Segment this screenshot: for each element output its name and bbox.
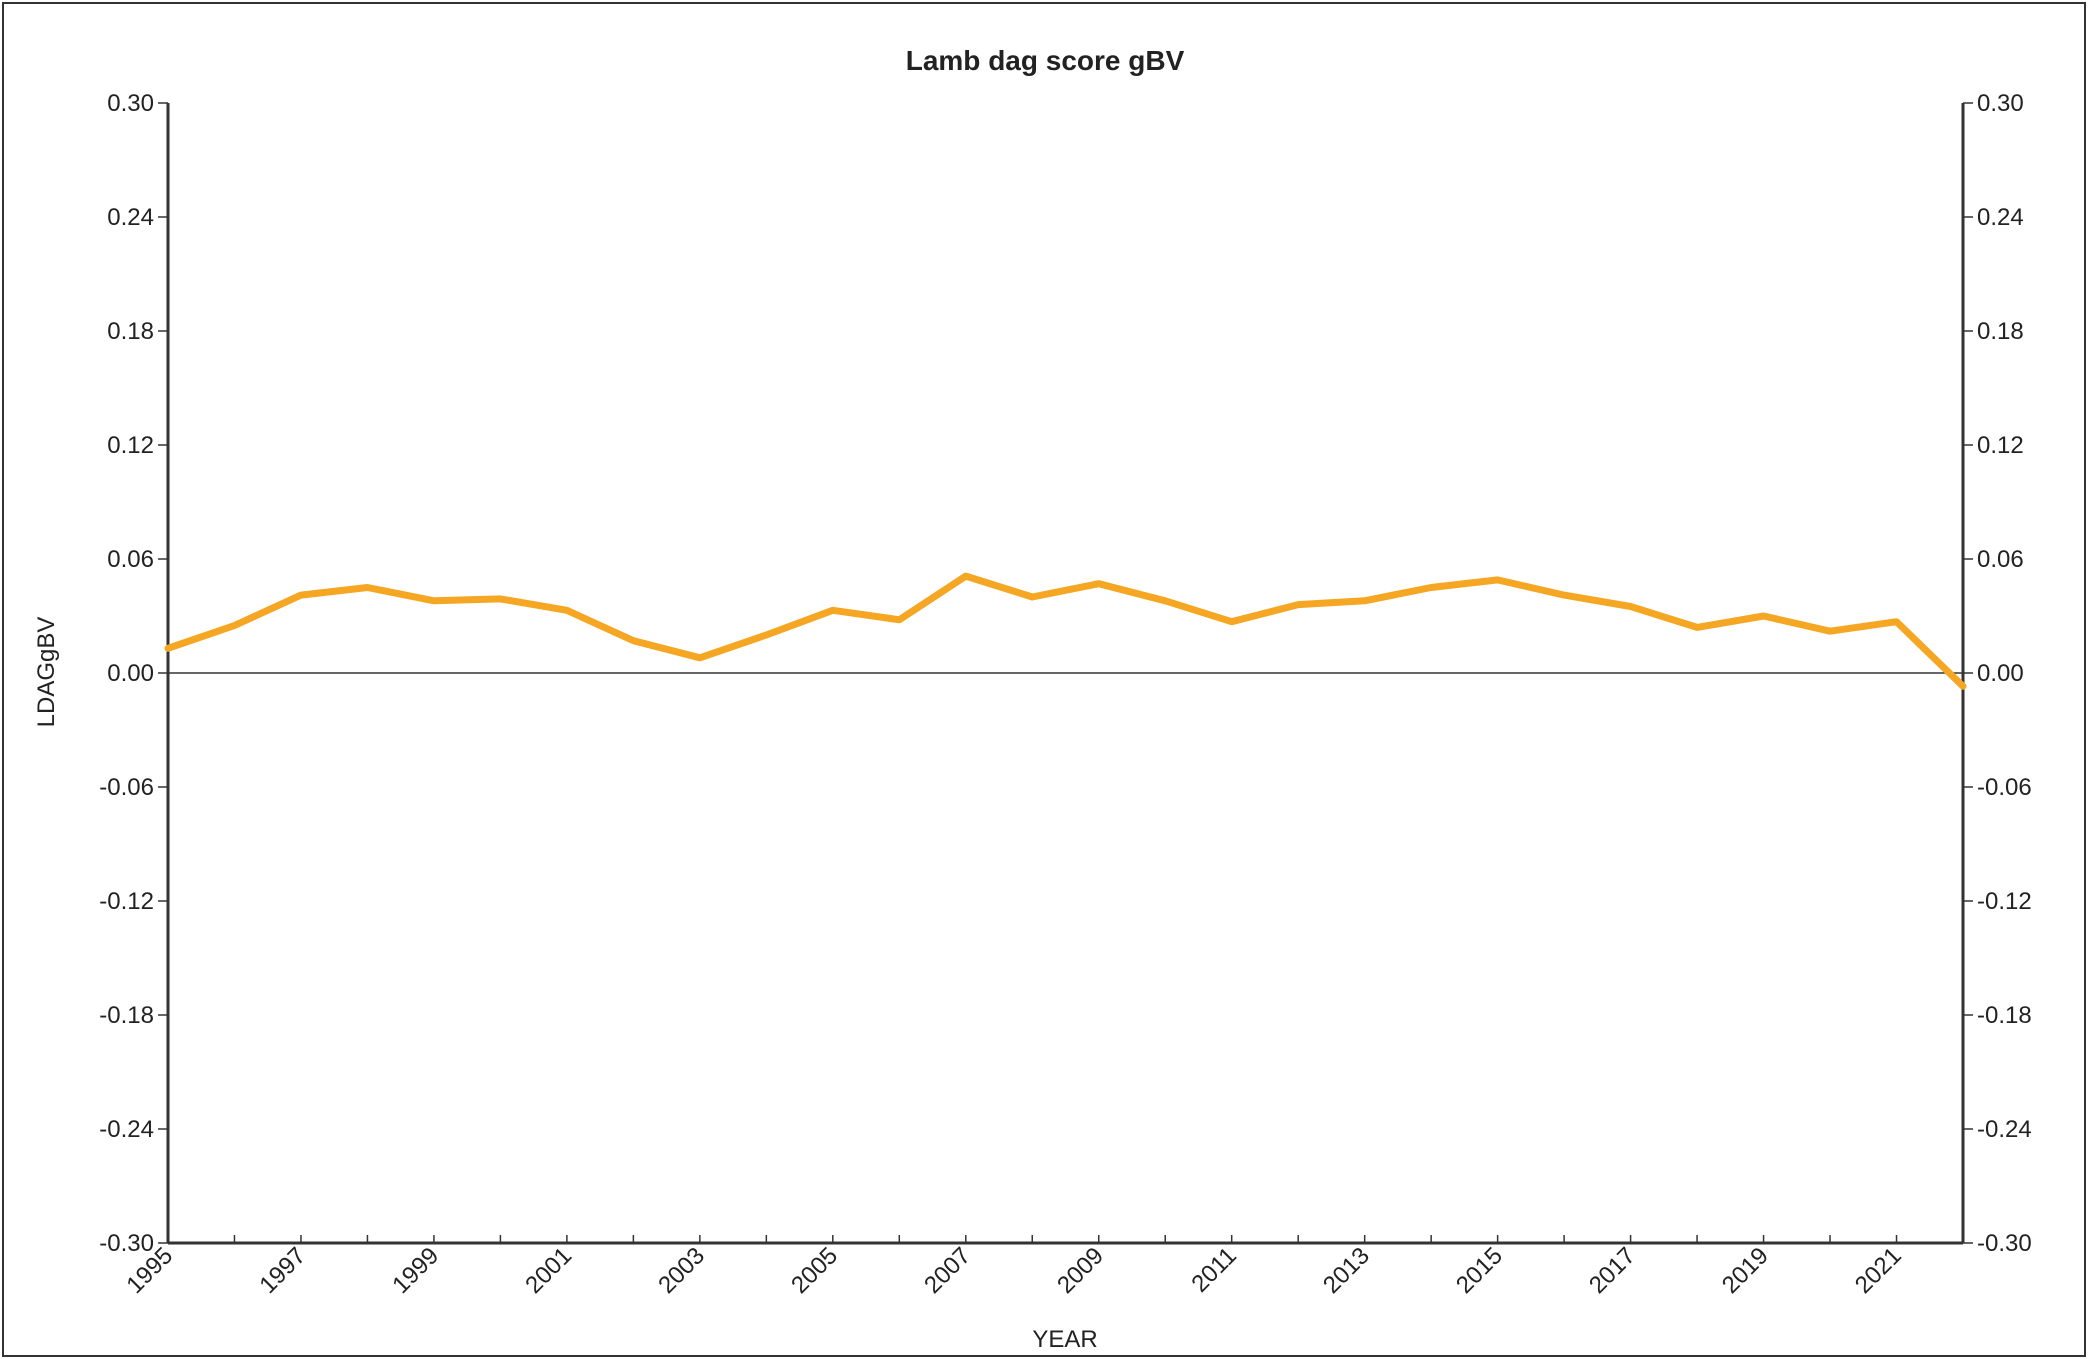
x-tick-label: 2005	[786, 1242, 843, 1299]
data-point	[1761, 614, 1766, 618]
y-axis-title: LDAGgBV	[33, 617, 60, 728]
x-tick-label: 1997	[254, 1242, 311, 1299]
data-point	[764, 633, 769, 637]
y-tick-label-left: -0.06	[99, 774, 154, 801]
x-tick-label: 2009	[1052, 1242, 1109, 1299]
series-line	[164, 572, 1967, 690]
data-point	[431, 598, 436, 603]
data-point	[1429, 585, 1434, 590]
data-point	[166, 646, 170, 651]
y-tick-label-left: 0.06	[107, 546, 154, 573]
chart-title: Lamb dag score gBV	[906, 45, 1185, 76]
y-tick-label-right: 0.06	[1977, 546, 2024, 573]
x-tick-label: 2015	[1451, 1242, 1508, 1299]
data-point	[963, 574, 968, 579]
x-tick-label: 2011	[1186, 1242, 1242, 1298]
data-point	[564, 608, 569, 613]
y-tick-label-left: 0.00	[107, 660, 154, 687]
y-tick-label-left: 0.18	[107, 318, 154, 345]
y-tick-label-left: -0.12	[99, 888, 154, 915]
x-tick-label: 2019	[1717, 1242, 1774, 1299]
data-point	[897, 617, 902, 622]
x-axis-title: YEAR	[1032, 1326, 1097, 1353]
data-point	[697, 655, 702, 660]
y-tick-label-right: -0.12	[1977, 888, 2032, 915]
data-point	[830, 608, 835, 613]
data-point	[1362, 598, 1367, 603]
y-tick-label-left: -0.24	[99, 1116, 154, 1143]
data-point	[1096, 581, 1101, 586]
y-tick-label-right: -0.06	[1977, 774, 2032, 801]
data-point	[1030, 595, 1035, 599]
data-point	[1562, 593, 1567, 598]
x-tick-label: 2013	[1318, 1242, 1375, 1299]
data-point	[1229, 619, 1234, 624]
series-layer	[164, 572, 1967, 690]
x-tick-label: 2003	[653, 1242, 710, 1299]
y-tick-label-left: -0.30	[99, 1230, 154, 1257]
data-point	[631, 638, 636, 643]
data-point	[1828, 629, 1833, 634]
y-tick-label-right: 0.12	[1977, 432, 2024, 459]
data-point	[1894, 619, 1899, 624]
y-tick-label-right: -0.24	[1977, 1116, 2032, 1143]
data-point	[1961, 684, 1965, 689]
x-tick-label: 2007	[919, 1242, 976, 1299]
y-tick-label-right: -0.18	[1977, 1002, 2032, 1029]
y-tick-label-right: 0.24	[1977, 204, 2024, 231]
y-tick-label-left: 0.30	[107, 90, 154, 117]
axes: 0.30 0.30 0.24 0.24 0.18 0.18 0.12 0.12 0.06 0.06…	[99, 90, 2031, 1299]
y-tick-label-left: 0.24	[107, 204, 154, 231]
x-tick-label: 2017	[1584, 1242, 1641, 1299]
y-tick-label-right: 0.18	[1977, 318, 2024, 345]
x-tick-label: 2001	[520, 1242, 577, 1299]
y-tick-label-left: -0.18	[99, 1002, 154, 1029]
y-tick-label-right: 0.00	[1977, 660, 2024, 687]
data-point	[1296, 602, 1301, 607]
data-point	[1163, 598, 1168, 603]
data-point	[498, 596, 503, 601]
data-point	[1695, 625, 1700, 630]
data-point	[1495, 577, 1500, 582]
x-tick-label: 1999	[387, 1242, 444, 1299]
data-point	[232, 623, 237, 628]
y-tick-label-left: 0.12	[107, 432, 154, 459]
y-tick-label-right: -0.30	[1977, 1230, 2032, 1257]
data-point	[365, 585, 370, 590]
x-tick-label: 2021	[1850, 1242, 1907, 1299]
data-point	[298, 593, 303, 598]
data-point	[1628, 604, 1633, 609]
y-tick-label-right: 0.30	[1977, 90, 2024, 117]
